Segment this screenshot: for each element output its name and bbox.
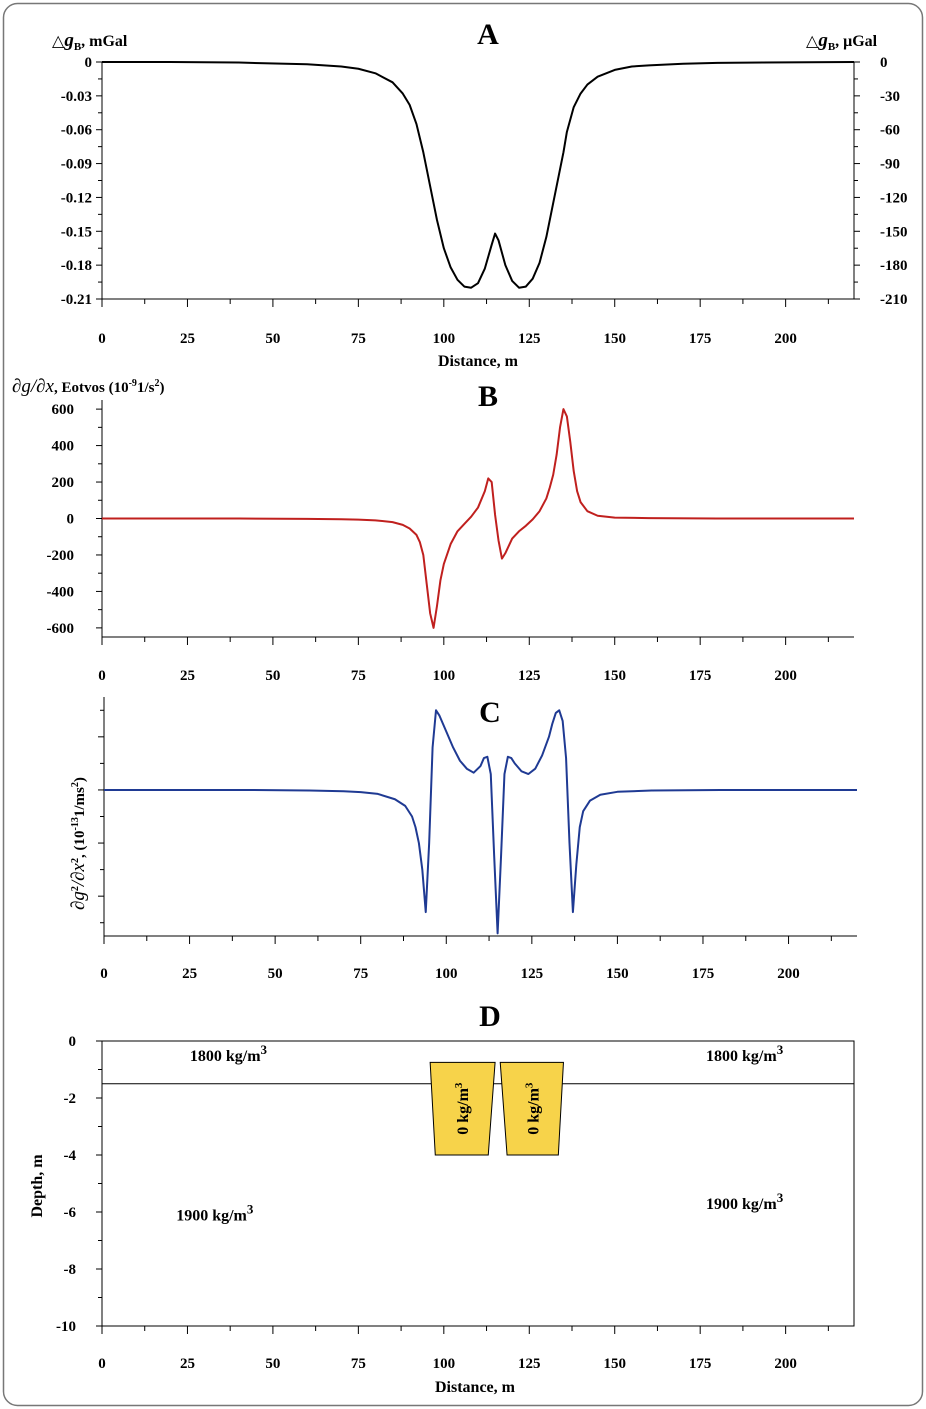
x-tick-label: 25	[180, 1356, 195, 1372]
panel-a-ylabel-right: △gB, μGal	[806, 30, 878, 53]
x-tick-label: 25	[180, 668, 195, 684]
panel-b-series-line	[102, 408, 854, 629]
x-tick-label: 200	[777, 966, 800, 982]
y-left-tick-label: -0.15	[61, 224, 92, 240]
y-left-tick-label: -400	[47, 584, 75, 600]
y-right-tick-label: -120	[880, 190, 908, 206]
x-tick-label: 75	[351, 331, 366, 347]
x-tick-label: 75	[351, 668, 366, 684]
density-label-top-right: 1800 kg/m3	[706, 1042, 784, 1065]
y-left-tick-label: -600	[47, 621, 75, 637]
y-right-tick-label: -150	[880, 224, 908, 240]
x-tick-label: 0	[98, 331, 106, 347]
y-left-tick-label: -0.12	[61, 190, 92, 206]
x-tick-label: 200	[774, 331, 797, 347]
left-cavity-label: 0 kg/m3	[453, 1082, 472, 1135]
y-right-tick-label: -30	[880, 89, 900, 105]
x-tick-label: 100	[433, 668, 456, 684]
panel-b-ylabel: ∂g/∂x, Eotvos (10-91/s2)	[12, 376, 164, 397]
panel-c-title: C	[479, 696, 501, 729]
y-right-tick-label: -210	[880, 292, 908, 308]
x-tick-label: 50	[265, 668, 280, 684]
y-left-tick-label: -0.06	[61, 123, 93, 139]
x-tick-label: 25	[180, 331, 195, 347]
x-tick-label: 150	[603, 331, 626, 347]
panel-a-ylabel-left: △gB, mGal	[52, 30, 128, 53]
density-label-bottom-left: 1900 kg/m3	[176, 1202, 254, 1225]
panel-b-x-axis: 0 25 50 75 100 125 150 175 200	[98, 636, 854, 684]
x-tick-label: 0	[100, 966, 108, 982]
x-tick-label: 25	[182, 966, 197, 982]
panel-d-x-axis: 0 25 50 75 100 125 150 175 200	[98, 1325, 854, 1372]
panel-b-axes: 600 400 200 0 -200 -400 -600	[47, 400, 103, 637]
x-tick-label: 150	[603, 668, 626, 684]
x-tick-label: 175	[689, 1356, 712, 1372]
y-left-tick-label: -200	[47, 548, 75, 564]
y-left-tick-label: 0	[67, 512, 75, 528]
x-tick-label: 200	[774, 1356, 797, 1372]
y-left-tick-label: -4	[64, 1148, 77, 1164]
x-tick-label: 100	[433, 1356, 456, 1372]
y-left-tick-label: -2	[64, 1091, 77, 1107]
panel-c-series-line	[104, 709, 857, 935]
x-tick-label: 0	[98, 1356, 106, 1372]
y-left-tick-label: 0	[85, 55, 93, 71]
x-tick-label: 50	[265, 1356, 280, 1372]
y-left-tick-label: -0.21	[61, 292, 92, 308]
y-right-tick-label: -60	[880, 123, 900, 139]
x-tick-label: 150	[606, 966, 629, 982]
x-tick-label: 75	[351, 1356, 366, 1372]
panel-d-title: D	[479, 1000, 501, 1033]
panel-c-x-axis: 0 25 50 75 100 125 150 175 200	[100, 935, 857, 982]
density-label-top-left: 1800 kg/m3	[190, 1042, 268, 1065]
y-left-tick-label: -10	[56, 1319, 76, 1335]
y-right-tick-label: -180	[880, 258, 908, 274]
x-tick-label: 175	[689, 331, 712, 347]
right-cavity	[499, 1061, 564, 1156]
x-tick-label: 125	[521, 966, 544, 982]
panel-a-axes: 0 0 -0.03 -30 -0.06 -60 -0.09 -90 -0.12 -120 -0.15…	[61, 55, 908, 308]
y-left-tick-label: 200	[52, 475, 75, 491]
left-cavity	[429, 1061, 496, 1156]
y-left-tick-label: -8	[64, 1262, 77, 1278]
x-tick-label: 125	[518, 668, 541, 684]
x-tick-label: 150	[603, 1356, 626, 1372]
y-left-tick-label: -0.03	[61, 89, 92, 105]
x-tick-label: 0	[98, 668, 106, 684]
x-tick-label: 50	[265, 331, 280, 347]
y-right-tick-label: 0	[880, 55, 888, 71]
panel-a-title: A	[477, 18, 499, 51]
right-cavity-label: 0 kg/m3	[523, 1082, 542, 1135]
density-label-bottom-right: 1900 kg/m3	[706, 1190, 784, 1213]
panel-a-xlabel: Distance, m	[438, 353, 519, 370]
x-tick-label: 75	[353, 966, 368, 982]
y-left-tick-label: -6	[64, 1205, 77, 1221]
panel-c-ylabel: ∂g2/∂x2, (10-131/ms2)	[68, 777, 89, 910]
x-tick-label: 175	[689, 668, 712, 684]
y-left-tick-label: -0.09	[61, 157, 92, 173]
x-tick-label: 100	[433, 331, 456, 347]
x-tick-label: 125	[518, 331, 541, 347]
y-right-tick-label: -90	[880, 157, 900, 173]
x-tick-label: 50	[268, 966, 283, 982]
x-tick-label: 200	[774, 668, 797, 684]
y-left-tick-label: 0	[69, 1034, 77, 1050]
panel-d-axes: 0 -2 -4 -6 -8 -10	[56, 1034, 855, 1335]
panel-b-title: B	[478, 380, 498, 413]
panel-d-ylabel: Depth, m	[29, 1154, 46, 1218]
y-left-tick-label: 600	[52, 402, 75, 418]
panel-d-xlabel: Distance, m	[435, 1379, 516, 1396]
x-tick-label: 175	[692, 966, 715, 982]
panel-c-axes	[98, 697, 105, 936]
x-tick-label: 125	[518, 1356, 541, 1372]
y-left-tick-label: -0.18	[61, 258, 92, 274]
y-left-tick-label: 400	[52, 439, 75, 455]
x-tick-label: 100	[435, 966, 458, 982]
panel-a-x-axis: 0 25 50 75 100 125 150 175 200	[98, 298, 854, 347]
panel-a-series-line	[102, 61, 855, 289]
